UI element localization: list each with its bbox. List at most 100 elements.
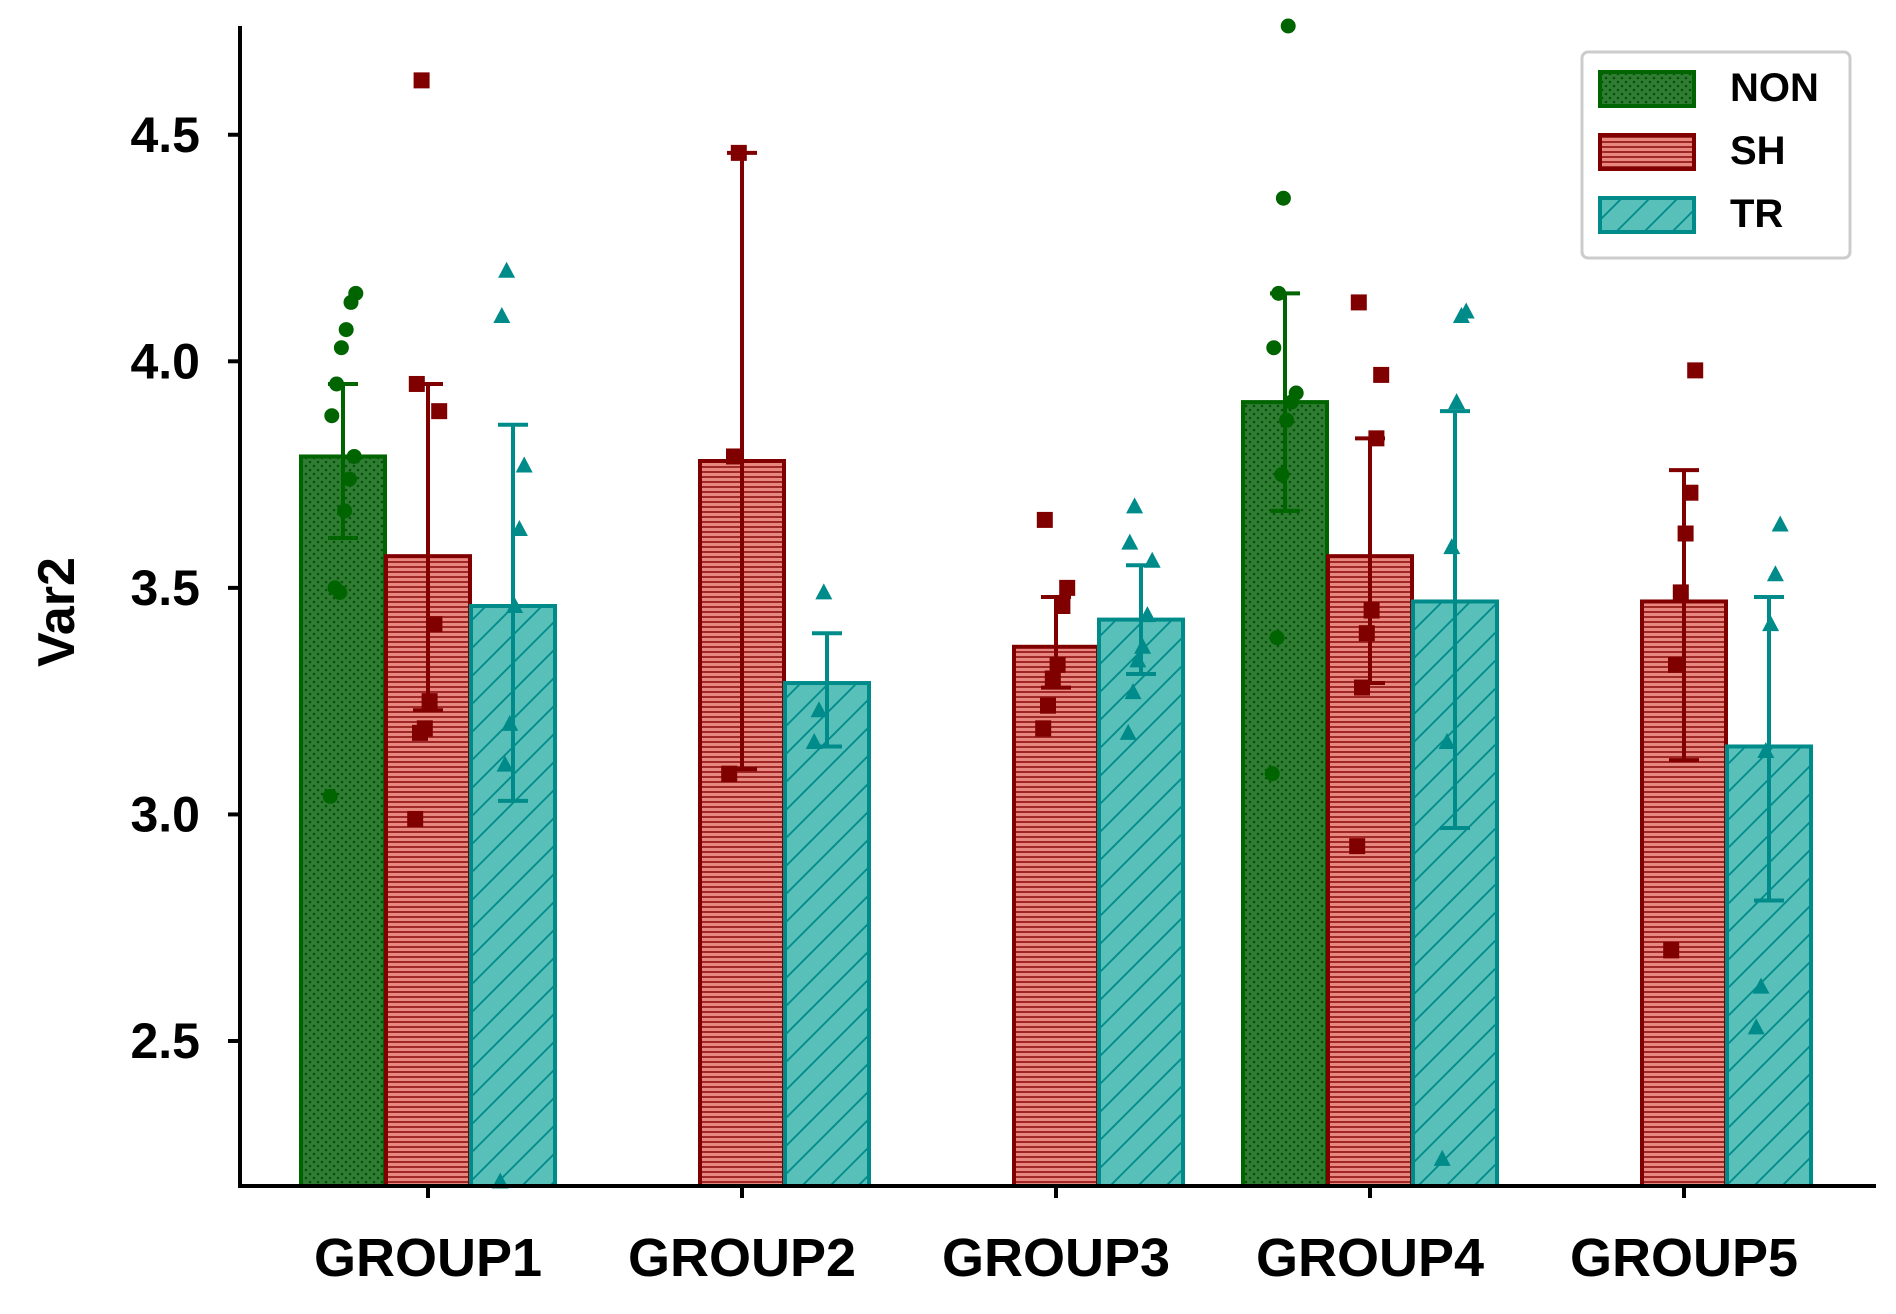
point-sh-group4 xyxy=(1354,679,1370,696)
point-tr-group3 xyxy=(1126,497,1144,514)
point-non-group1 xyxy=(337,503,353,519)
legend-label-non: NON xyxy=(1730,66,1819,110)
bar-tr-group2 xyxy=(783,681,871,1188)
point-non-group4 xyxy=(1264,766,1280,782)
x-ticks: GROUP1 GROUP2 GROUP3 GROUP4 GROUP5 xyxy=(314,1186,1798,1288)
x-tick-label: GROUP4 xyxy=(1256,1228,1484,1288)
point-non-group1 xyxy=(324,408,340,424)
point-tr-group1 xyxy=(498,261,516,278)
y-tick-label: 3.0 xyxy=(130,786,200,842)
point-sh-group4 xyxy=(1358,625,1375,642)
point-non-group1 xyxy=(338,322,354,338)
point-tr-group4 xyxy=(1457,302,1475,319)
point-sh-group1 xyxy=(426,616,443,633)
x-tick-label: GROUP5 xyxy=(1570,1228,1798,1288)
point-sh-group5 xyxy=(1677,525,1694,542)
point-sh-group2 xyxy=(726,448,742,465)
point-tr-group4 xyxy=(1438,732,1456,749)
legend: NON SH TR xyxy=(1580,50,1852,260)
point-sh-group4 xyxy=(1349,838,1366,855)
bar-sh-group3 xyxy=(1012,644,1100,1188)
x-tick-label: GROUP3 xyxy=(942,1228,1170,1288)
point-non-group1 xyxy=(348,285,364,301)
point-sh-group5 xyxy=(1668,656,1684,673)
point-tr-group3 xyxy=(1129,651,1147,668)
point-sh-group5 xyxy=(1663,942,1680,959)
point-sh-group2 xyxy=(721,765,738,782)
point-sh-group5 xyxy=(1682,484,1699,501)
point-sh-group3 xyxy=(1044,670,1061,687)
point-non-group4 xyxy=(1269,630,1285,646)
bar-tr-group3 xyxy=(1097,617,1185,1188)
x-tick-label: GROUP1 xyxy=(314,1228,542,1288)
point-non-group1 xyxy=(329,376,345,392)
point-sh-group1 xyxy=(408,375,425,392)
x-tick-label: GROUP2 xyxy=(628,1228,856,1288)
point-tr-group1 xyxy=(501,714,519,731)
point-sh-group3 xyxy=(1059,579,1076,596)
point-sh-group3 xyxy=(1040,697,1056,714)
point-sh-group1 xyxy=(407,810,424,827)
bar-non-group4 xyxy=(1241,400,1329,1188)
bar-non-group1 xyxy=(299,454,387,1188)
legend-swatch-sh xyxy=(1598,133,1696,171)
point-tr-group4 xyxy=(1443,538,1461,555)
point-tr-group3 xyxy=(1143,551,1161,568)
point-tr-group5 xyxy=(1762,615,1780,632)
points-layer xyxy=(322,18,1789,1189)
y-tick-label: 4.5 xyxy=(130,107,200,163)
errorbar-tr-group4 xyxy=(1440,409,1470,831)
point-sh-group2 xyxy=(730,144,747,161)
bars-layer xyxy=(299,400,1813,1188)
y-ticks: 2.5 3.0 3.5 4.0 4.5 xyxy=(130,107,240,1069)
y-tick-label: 4.0 xyxy=(130,333,200,389)
point-non-group4 xyxy=(1274,467,1290,483)
point-tr-group1 xyxy=(515,456,533,473)
point-non-group1 xyxy=(346,448,362,464)
y-axis-label: Var2 xyxy=(28,557,86,667)
point-non-group1 xyxy=(341,471,357,487)
y-tick-label: 3.5 xyxy=(130,560,200,616)
point-tr-group4 xyxy=(1448,393,1466,410)
legend-swatch-tr xyxy=(1598,196,1696,234)
point-non-group1 xyxy=(333,340,349,356)
point-sh-group1 xyxy=(431,403,448,420)
point-tr-group1 xyxy=(493,307,511,323)
point-sh-group3 xyxy=(1036,511,1053,528)
point-tr-group2 xyxy=(815,583,833,600)
legend-label-tr: TR xyxy=(1730,192,1783,236)
point-non-group1 xyxy=(332,584,348,600)
point-sh-group3 xyxy=(1049,656,1066,673)
y-tick-label: 2.5 xyxy=(130,1013,200,1069)
point-sh-group1 xyxy=(413,72,430,89)
point-sh-group3 xyxy=(1035,720,1052,737)
point-tr-group5 xyxy=(1752,977,1770,994)
point-tr-group3 xyxy=(1124,683,1142,700)
point-tr-group5 xyxy=(1766,565,1784,582)
point-sh-group3 xyxy=(1054,598,1071,614)
point-tr-group3 xyxy=(1138,606,1156,623)
point-sh-group4 xyxy=(1350,294,1367,311)
point-tr-group4 xyxy=(1433,1149,1451,1166)
point-tr-group1 xyxy=(506,597,524,613)
point-tr-group3 xyxy=(1119,723,1137,740)
point-non-group1 xyxy=(322,788,338,804)
errorbar-sh-group5 xyxy=(1669,468,1699,763)
point-tr-group1 xyxy=(496,755,514,772)
point-tr-group5 xyxy=(1771,515,1789,532)
point-tr-group3 xyxy=(1134,637,1152,654)
point-sh-group4 xyxy=(1363,602,1380,619)
point-tr-group1 xyxy=(510,519,528,536)
point-sh-group4 xyxy=(1368,430,1385,447)
point-sh-group5 xyxy=(1687,362,1704,379)
point-non-group4 xyxy=(1279,412,1295,428)
point-sh-group4 xyxy=(1373,366,1390,383)
legend-label-sh: SH xyxy=(1730,129,1786,173)
point-non-group4 xyxy=(1275,190,1291,206)
point-tr-group3 xyxy=(1121,533,1139,550)
point-sh-group1 xyxy=(416,720,433,737)
point-sh-group1 xyxy=(421,693,438,710)
point-non-group4 xyxy=(1266,340,1282,356)
legend-swatch-non xyxy=(1598,70,1696,108)
